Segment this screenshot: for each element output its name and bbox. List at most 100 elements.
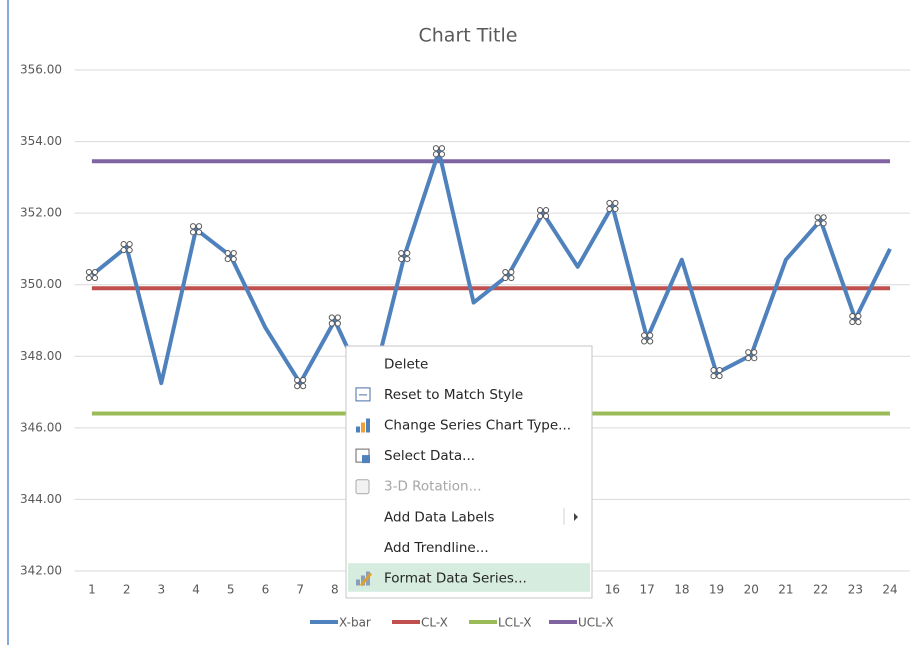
y-tick-label: 356.00 bbox=[20, 63, 62, 77]
selection-handle bbox=[542, 207, 550, 214]
selection-handle bbox=[404, 249, 411, 257]
selection-handle bbox=[751, 355, 758, 362]
legend-label: LCL-X bbox=[498, 616, 532, 630]
menu-item[interactable]: Add Data Labels bbox=[384, 509, 494, 525]
selection-handle bbox=[855, 312, 862, 320]
selection-handle bbox=[230, 249, 237, 257]
selection-handle bbox=[85, 274, 93, 282]
x-tick-label: 2 bbox=[123, 583, 131, 597]
selection-handle bbox=[195, 229, 203, 236]
x-tick-label: 24 bbox=[882, 583, 897, 597]
selection-handle bbox=[189, 229, 197, 236]
selection-handle bbox=[542, 213, 550, 220]
legend-label: UCL-X bbox=[578, 616, 614, 630]
selection-handle bbox=[745, 355, 752, 362]
selection-handle bbox=[536, 213, 544, 220]
y-tick-label: 342.00 bbox=[20, 564, 62, 578]
selection-handle bbox=[849, 318, 856, 326]
x-tick-label: 22 bbox=[813, 583, 828, 597]
icon bbox=[360, 572, 372, 587]
x-tick-label: 23 bbox=[848, 583, 863, 597]
selection-handle bbox=[710, 373, 717, 380]
selection-handle bbox=[641, 332, 648, 339]
x-tick-label: 19 bbox=[709, 583, 724, 597]
selection-handle bbox=[224, 249, 231, 257]
menu-item[interactable]: Change Series Chart Type... bbox=[384, 418, 571, 434]
x-tick-label: 8 bbox=[331, 583, 339, 597]
selection-handle bbox=[710, 367, 717, 374]
x-tick-label: 21 bbox=[778, 583, 793, 597]
y-tick-label: 344.00 bbox=[20, 492, 62, 506]
menu-item[interactable]: Delete bbox=[384, 356, 428, 372]
selection-handle bbox=[508, 268, 515, 276]
selection-handle bbox=[751, 349, 758, 356]
selection-handle bbox=[536, 207, 544, 214]
selection-handle bbox=[612, 199, 619, 207]
selection-handle bbox=[224, 255, 231, 263]
selection-handle bbox=[398, 249, 405, 257]
y-tick-label: 354.00 bbox=[20, 134, 62, 148]
x-tick-label: 5 bbox=[227, 583, 235, 597]
selection-handle bbox=[820, 220, 827, 227]
menu-item[interactable]: Select Data... bbox=[384, 448, 475, 464]
selection-handle bbox=[120, 241, 127, 248]
x-tick-label: 4 bbox=[192, 583, 200, 597]
selection-handle bbox=[814, 214, 821, 221]
selection-handle bbox=[398, 255, 405, 263]
context-menu: Delete Reset to Match Style Change Series … bbox=[345, 345, 593, 599]
legend-label: CL-X bbox=[421, 616, 448, 630]
selection-handle bbox=[432, 145, 440, 152]
selection-handle bbox=[328, 314, 335, 321]
y-tick-label: 350.00 bbox=[20, 277, 62, 291]
selection-handle bbox=[91, 268, 99, 276]
selection-handle bbox=[438, 145, 446, 152]
selection-handle bbox=[230, 255, 237, 263]
menu-item[interactable]: Format Data Series... bbox=[384, 571, 527, 587]
x-tick-label: 18 bbox=[674, 583, 689, 597]
selection-handle bbox=[300, 383, 307, 390]
selection-handle bbox=[647, 332, 654, 339]
selection-handle bbox=[606, 205, 613, 213]
selection-handle bbox=[300, 377, 307, 384]
selection-handle bbox=[606, 199, 613, 207]
selection-handle bbox=[612, 205, 619, 213]
selection-handle bbox=[820, 214, 827, 221]
selection-handle bbox=[126, 247, 133, 254]
icon bbox=[362, 455, 370, 464]
selection-handle bbox=[126, 241, 133, 248]
y-tick-label: 352.00 bbox=[20, 206, 62, 220]
selection-handle bbox=[502, 268, 509, 276]
selection-handle bbox=[404, 255, 411, 263]
x-tick-label: 6 bbox=[262, 583, 270, 597]
selection-handle bbox=[814, 220, 821, 227]
legend-label: X-bar bbox=[339, 616, 371, 630]
menu-item[interactable]: Add Trendline... bbox=[384, 540, 489, 556]
icon bbox=[356, 426, 360, 433]
icon bbox=[356, 579, 360, 586]
selection-handle bbox=[508, 274, 515, 282]
series-line bbox=[90, 149, 892, 398]
selection-handle bbox=[195, 223, 203, 230]
selection-handle bbox=[641, 338, 648, 345]
menu-highlight bbox=[348, 563, 590, 592]
icon bbox=[361, 422, 365, 433]
selection-handle bbox=[432, 151, 440, 158]
x-tick-label: 20 bbox=[744, 583, 759, 597]
selection-handle bbox=[438, 151, 446, 158]
icon bbox=[361, 575, 365, 586]
legend: X-bar CL-X LCL-X UCL-X bbox=[310, 616, 614, 630]
selection-handle bbox=[334, 320, 341, 327]
menu-panel bbox=[345, 345, 593, 599]
selection-handle bbox=[334, 314, 341, 321]
menu-item[interactable]: Reset to Match Style bbox=[384, 387, 523, 403]
icon bbox=[355, 479, 370, 495]
selection-handle bbox=[189, 223, 197, 230]
selection-handle bbox=[745, 349, 752, 356]
y-tick-label: 348.00 bbox=[20, 349, 62, 363]
selection-handle bbox=[716, 373, 723, 380]
x-tick-label: 17 bbox=[640, 583, 655, 597]
y-tick-label: 346.00 bbox=[20, 420, 62, 434]
selection-handle bbox=[91, 274, 99, 282]
submenu-arrow bbox=[574, 513, 578, 521]
